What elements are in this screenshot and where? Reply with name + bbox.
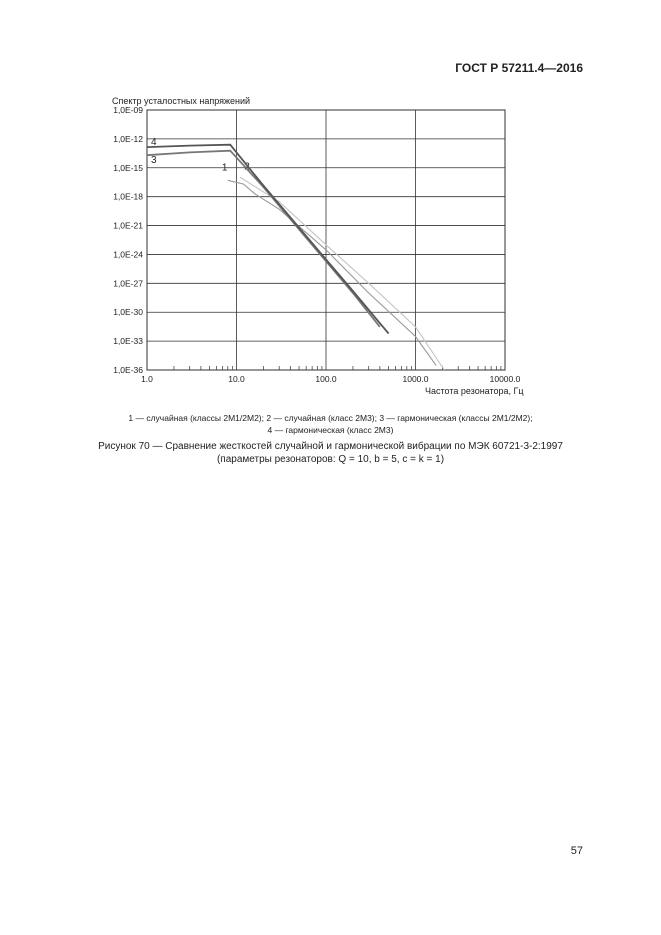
- y-tick-label: 1,0E-33: [113, 336, 143, 346]
- caption-line: (параметры резонаторов: Q = 10, b = 5, c…: [216, 454, 445, 465]
- y-tick-label: 1,0E-12: [113, 134, 143, 144]
- y-axis-label: Спектр усталостных напряжений: [112, 96, 250, 106]
- caption-line: Рисунок 70 — Сравнение жесткостей случай…: [98, 441, 563, 452]
- page-number: 57: [570, 845, 583, 857]
- header-title: ГОСТ Р 57211.4—2016: [455, 61, 583, 75]
- series-label: 3: [151, 155, 157, 166]
- series-label: 4: [151, 137, 157, 148]
- y-tick-label: 1,0E-24: [113, 249, 143, 259]
- y-tick-label: 1,0E-30: [113, 307, 143, 317]
- y-tick-label: 1,0E-36: [113, 365, 143, 375]
- x-tick-label: 10.0: [228, 374, 245, 384]
- y-tick-label: 1,0E-18: [113, 192, 143, 202]
- y-tick-label: 1,0E-21: [113, 221, 143, 231]
- y-tick-label: 1,0E-09: [113, 105, 143, 115]
- y-tick-label: 1,0E-15: [113, 163, 143, 173]
- x-tick-label: 1.0: [141, 374, 153, 384]
- x-axis-label: Частота резонатора, Гц: [425, 386, 524, 396]
- x-tick-label: 10000.0: [490, 374, 521, 384]
- legend-line: 1 — случайная (классы 2М1/2М2); 2 — случ…: [128, 413, 533, 423]
- series-line: [146, 149, 381, 328]
- series-label: 1: [222, 162, 228, 173]
- y-tick-label: 1,0E-27: [113, 278, 143, 288]
- series-line: [227, 179, 437, 366]
- series-line: [146, 143, 390, 335]
- x-tick-label: 1000.0: [403, 374, 429, 384]
- legend-line: 4 — гармоническая (класс 2М3): [267, 425, 394, 435]
- x-tick-label: 100.0: [315, 374, 337, 384]
- chart: Спектр усталостных напряжений Частота ре…: [112, 96, 524, 396]
